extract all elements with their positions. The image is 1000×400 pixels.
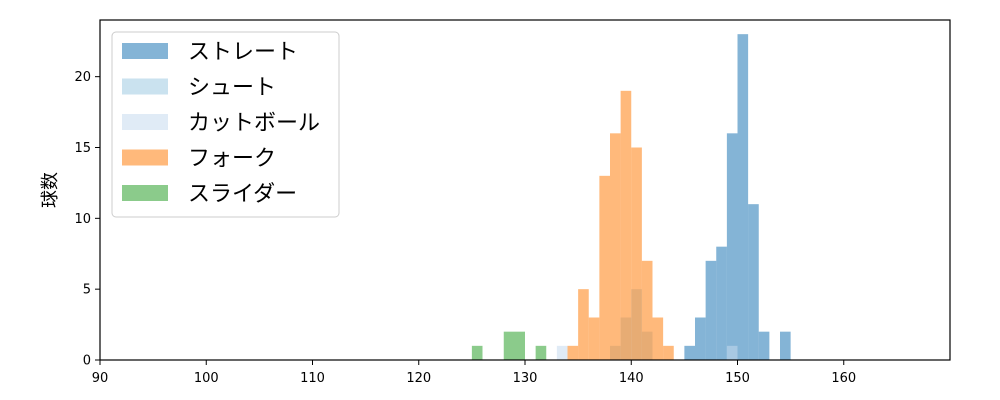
bar-4-1	[503, 331, 525, 360]
bar-4-2	[535, 345, 547, 360]
bar-0-6	[748, 204, 759, 360]
legend-label-3: フォーク	[188, 147, 276, 172]
bar-0-1	[695, 317, 706, 360]
x-tick-label-6: 150	[725, 371, 750, 386]
y-axis: 0 5 10 15 20	[74, 70, 100, 369]
bars-layer	[471, 34, 791, 361]
bar-3-6	[631, 147, 642, 360]
x-tick-label-7: 160	[831, 371, 856, 386]
legend-swatch-1	[122, 78, 168, 95]
legend-label-2: カットボール	[188, 111, 320, 136]
bar-3-9	[663, 345, 674, 360]
bar-3-1	[578, 289, 589, 360]
bar-0-3	[716, 246, 727, 360]
bar-3-8	[652, 317, 664, 360]
series-4	[471, 331, 547, 360]
x-tick-label-5: 140	[619, 371, 644, 386]
bar-3-3	[599, 175, 610, 360]
series-3	[567, 90, 674, 360]
bar-3-2	[588, 317, 600, 360]
legend-box	[111, 31, 340, 218]
y-tick-label-0: 0	[83, 354, 91, 369]
bar-3-5	[620, 90, 632, 360]
x-tick-label-3: 120	[406, 371, 431, 386]
legend-swatch-3	[122, 149, 168, 166]
x-tick-label-1: 100	[194, 371, 219, 386]
y-tick-label-4: 20	[74, 70, 91, 85]
series-0	[684, 34, 791, 361]
bar-0-8	[780, 331, 791, 360]
legend-swatch-2	[122, 114, 168, 130]
bar-3-7	[641, 260, 653, 360]
bar-3-4	[610, 133, 621, 360]
bar-0-5	[737, 34, 749, 361]
x-tick-label-0: 90	[92, 371, 109, 386]
legend-label-1: シュート	[188, 76, 276, 101]
bar-0-2	[705, 260, 717, 360]
x-axis: 90 100 110 120 130 140 150 160	[92, 360, 856, 386]
x-tick-label-4: 130	[513, 371, 538, 386]
y-axis-label: 球数	[40, 172, 61, 208]
legend-swatch-0	[122, 43, 168, 59]
y-tick-label-1: 5	[83, 283, 91, 298]
bar-2-1	[726, 345, 738, 360]
legend-label-0: ストレート	[188, 40, 298, 65]
bar-3-0	[567, 345, 579, 360]
legend-label-4: スライダー	[188, 182, 297, 207]
legend-swatch-4	[122, 185, 168, 201]
x-tick-label-2: 110	[300, 371, 325, 386]
bar-2-0	[556, 345, 568, 360]
bar-0-0	[684, 345, 695, 360]
bar-0-4	[726, 133, 738, 360]
y-tick-label-2: 10	[74, 212, 91, 227]
bar-0-7	[758, 331, 770, 360]
bar-4-0	[471, 345, 483, 360]
series-2	[556, 345, 738, 360]
y-tick-label-3: 15	[74, 141, 91, 156]
